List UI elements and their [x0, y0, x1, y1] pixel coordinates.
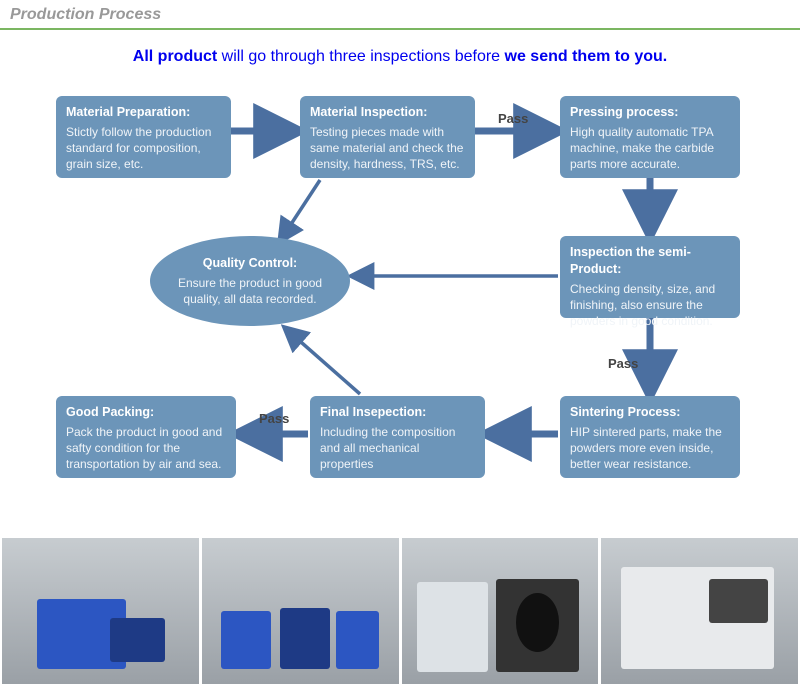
node-title: Material Inspection:	[310, 104, 465, 121]
node-body: Pack the product in good and safty condi…	[66, 424, 226, 473]
node-body: Stictly follow the production standard f…	[66, 124, 221, 173]
section-title: Production Process	[10, 6, 161, 23]
node-body: High quality automatic TPA machine, make…	[570, 124, 730, 173]
node-title: Material Preparation:	[66, 104, 221, 121]
flow-diagram: Material Preparation: Stictly follow the…	[0, 76, 800, 536]
node-final-inspection: Final Insepection: Including the composi…	[310, 396, 485, 478]
factory-photo	[202, 538, 399, 684]
intro-mid: will go through three inspections before	[222, 48, 505, 65]
node-body: Checking density, size, and finishing, a…	[570, 281, 730, 330]
node-material-preparation: Material Preparation: Stictly follow the…	[56, 96, 231, 178]
node-body: HIP sintered parts, make the powders mor…	[570, 424, 730, 473]
node-title: Inspection the semi-Product:	[570, 244, 730, 278]
edge-label-pass-1: Pass	[498, 111, 528, 126]
node-body: Ensure the product in good quality, all …	[160, 275, 340, 307]
edge-label-pass-3: Pass	[259, 411, 289, 426]
node-good-packing: Good Packing: Pack the product in good a…	[56, 396, 236, 478]
node-sintering-process: Sintering Process: HIP sintered parts, m…	[560, 396, 740, 478]
factory-photo	[601, 538, 798, 684]
intro-line: All product will go through three inspec…	[0, 30, 800, 76]
intro-post: we send them to you.	[505, 48, 668, 65]
node-title: Final Insepection:	[320, 404, 475, 421]
factory-photo	[402, 538, 599, 684]
intro-pre: All product	[133, 48, 222, 65]
node-semi-product-inspection: Inspection the semi-Product: Checking de…	[560, 236, 740, 318]
node-title: Good Packing:	[66, 404, 226, 421]
node-title: Quality Control:	[203, 255, 297, 272]
node-quality-control: Quality Control: Ensure the product in g…	[150, 236, 350, 326]
factory-photo-strip	[0, 536, 800, 686]
node-body: Including the composition and all mechan…	[320, 424, 475, 473]
node-title: Sintering Process:	[570, 404, 730, 421]
node-material-inspection: Material Inspection: Testing pieces made…	[300, 96, 475, 178]
node-body: Testing pieces made with same material a…	[310, 124, 465, 173]
section-header: Production Process	[0, 0, 800, 30]
node-title: Pressing process:	[570, 104, 730, 121]
factory-photo	[2, 538, 199, 684]
edge-label-pass-2: Pass	[608, 356, 638, 371]
node-pressing-process: Pressing process: High quality automatic…	[560, 96, 740, 178]
